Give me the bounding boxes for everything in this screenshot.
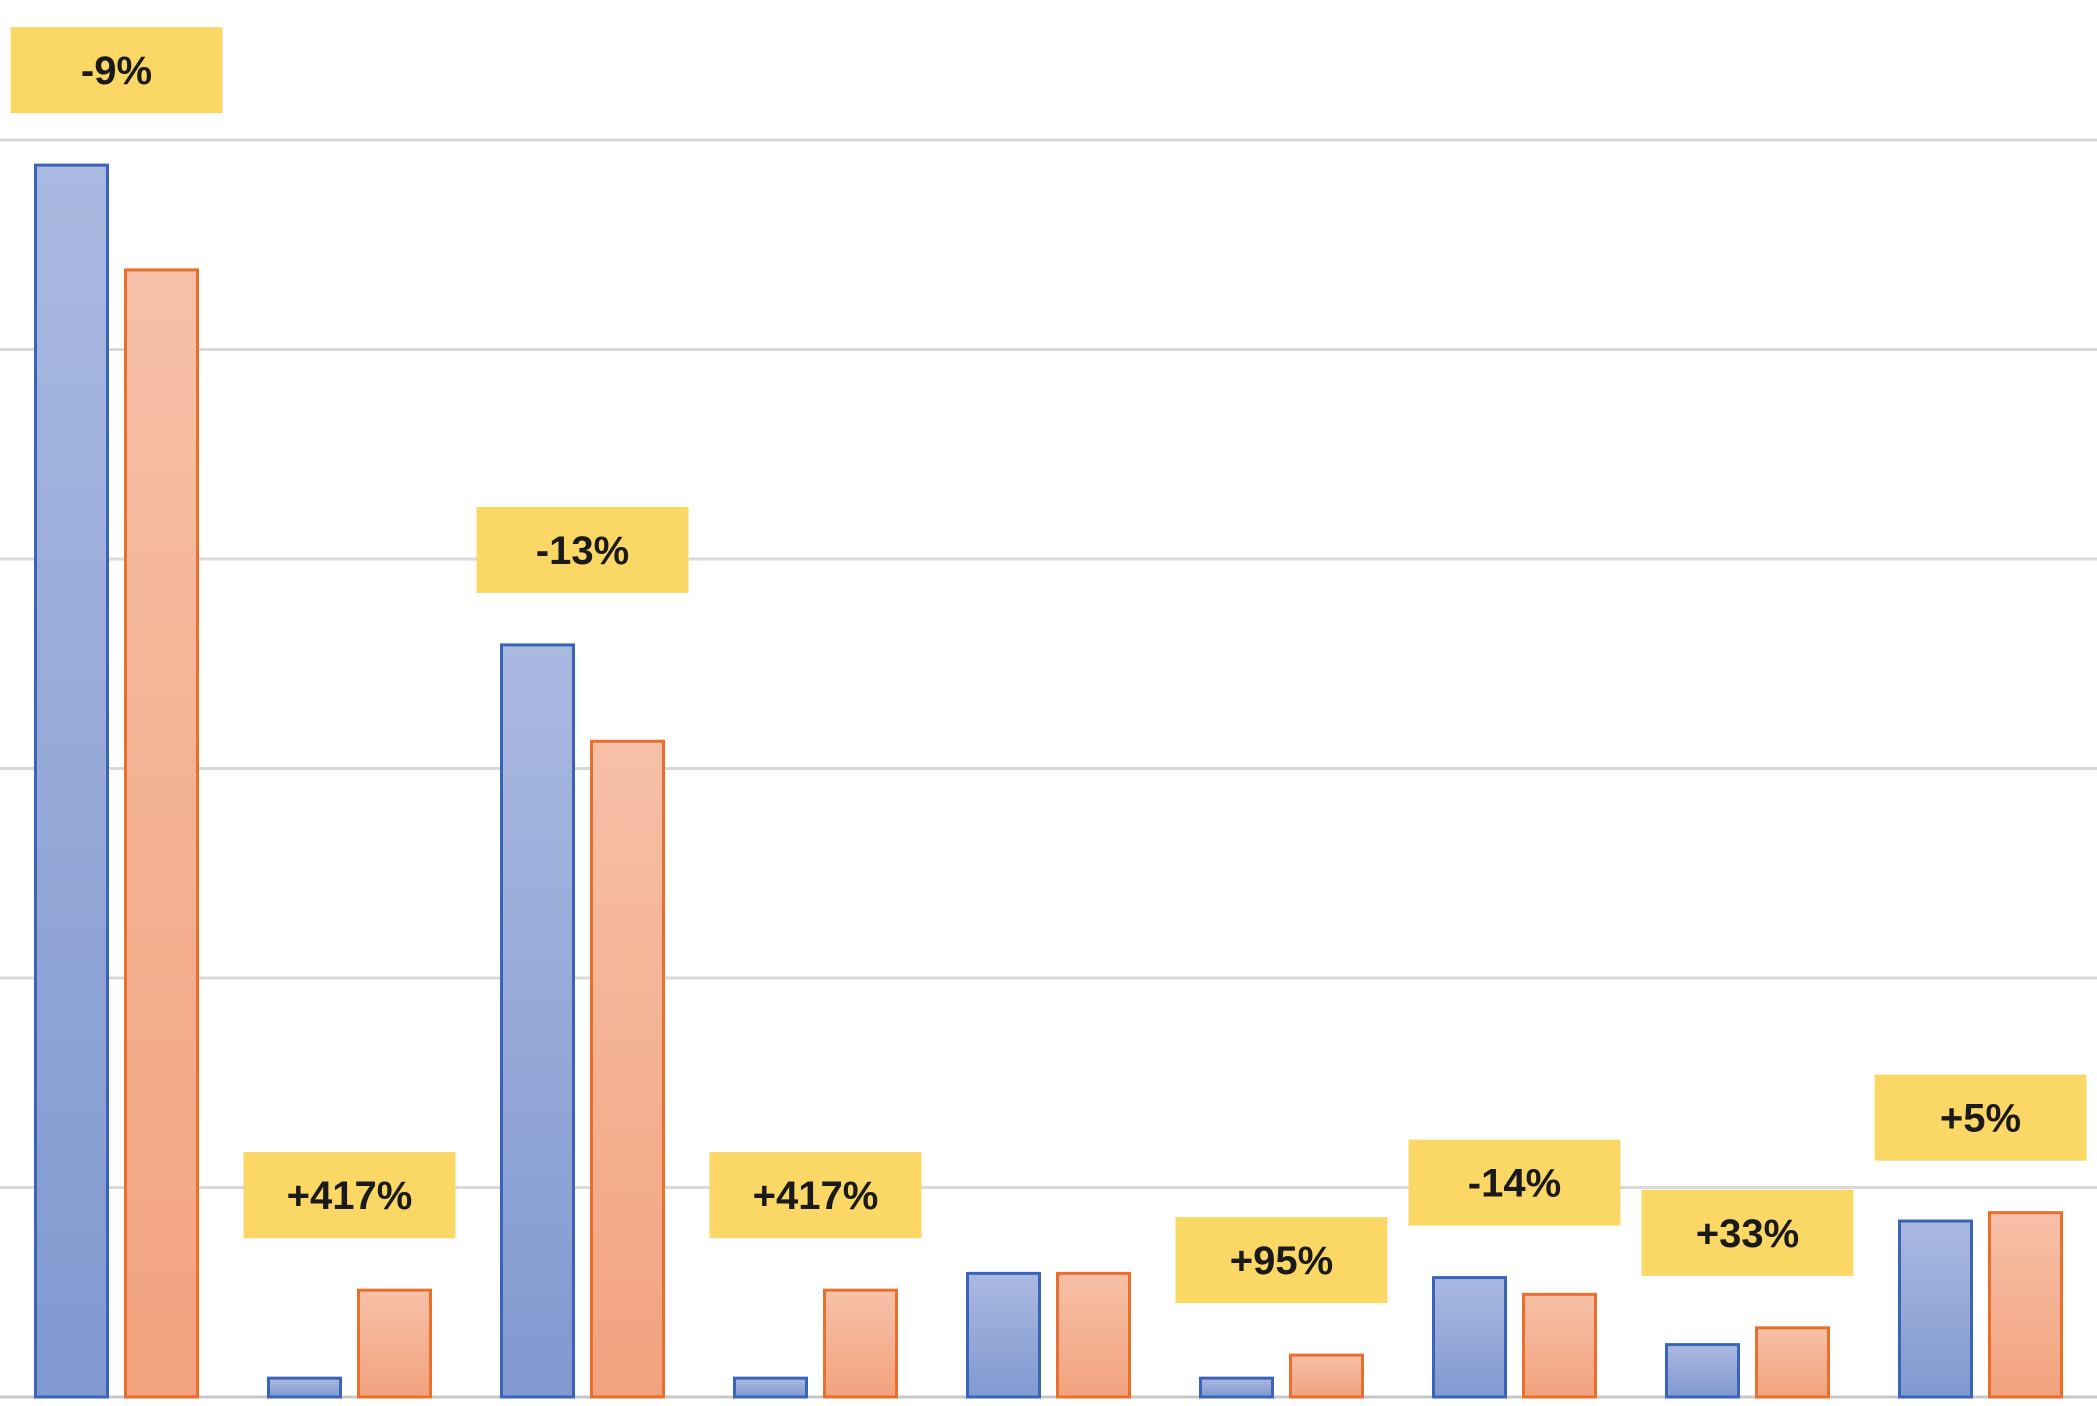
annotation-box bbox=[1408, 1139, 1621, 1226]
bar-series-1-8 bbox=[1665, 1343, 1740, 1399]
change-annotation-7: -14% bbox=[1408, 1139, 1621, 1226]
annotation-label: -9% bbox=[81, 49, 152, 93]
annotations: -9% +417% -13% +417% +95% -14% +33% +5% bbox=[10, 27, 2087, 1304]
change-annotation-3: -13% bbox=[476, 506, 689, 593]
bar-series-2-1 bbox=[124, 268, 199, 1399]
change-annotation-4: +417% bbox=[709, 1152, 922, 1239]
annotation-label: -13% bbox=[536, 529, 629, 573]
annotation-label: +95% bbox=[1230, 1239, 1333, 1283]
bar-series-1-1 bbox=[34, 163, 109, 1399]
annotation-box bbox=[1175, 1217, 1388, 1304]
change-annotation-9: +5% bbox=[1874, 1074, 2087, 1161]
change-annotation-6: +95% bbox=[1175, 1217, 1388, 1304]
annotation-box bbox=[1874, 1074, 2087, 1161]
annotation-label: -14% bbox=[1468, 1162, 1561, 1206]
annotation-box bbox=[10, 27, 223, 114]
bar-series-1-5 bbox=[966, 1271, 1041, 1399]
bar-series-1-4 bbox=[733, 1376, 808, 1399]
annotation-label: +417% bbox=[753, 1174, 879, 1218]
change-annotation-1: -9% bbox=[10, 27, 223, 114]
annotation-box bbox=[709, 1152, 922, 1239]
bar-series-2-9 bbox=[1988, 1211, 2063, 1399]
annotation-box bbox=[1641, 1189, 1854, 1276]
annotation-box bbox=[243, 1152, 456, 1239]
bar-series-1-9 bbox=[1898, 1219, 1973, 1399]
bar-series-1-7 bbox=[1432, 1276, 1507, 1399]
annotation-label: +417% bbox=[287, 1174, 413, 1218]
bar-series-1-3 bbox=[500, 643, 575, 1399]
bar-series-2-7 bbox=[1522, 1292, 1597, 1399]
annotation-label: +5% bbox=[1940, 1097, 2021, 1141]
change-annotation-8: +33% bbox=[1641, 1189, 1854, 1276]
bar-series-1-2 bbox=[267, 1376, 342, 1399]
bars bbox=[34, 163, 2063, 1399]
bar-series-1-6 bbox=[1199, 1376, 1274, 1399]
bar-series-2-3 bbox=[590, 739, 665, 1399]
change-annotation-2: +417% bbox=[243, 1152, 456, 1239]
bar-series-2-4 bbox=[823, 1288, 898, 1399]
annotation-box bbox=[476, 506, 689, 593]
bar-series-2-6 bbox=[1289, 1353, 1364, 1399]
annotation-label: +33% bbox=[1696, 1212, 1799, 1256]
bar-series-2-2 bbox=[357, 1288, 432, 1399]
bar-series-2-8 bbox=[1755, 1326, 1830, 1399]
bar-series-2-5 bbox=[1056, 1271, 1131, 1399]
